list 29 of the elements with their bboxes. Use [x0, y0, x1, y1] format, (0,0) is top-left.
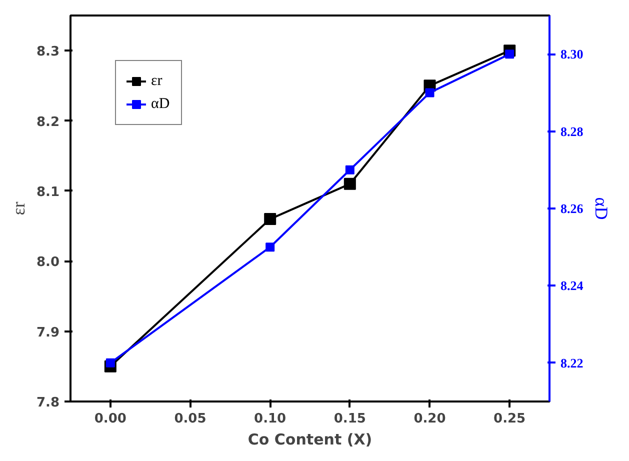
- point: [264, 213, 276, 226]
- point: [106, 358, 115, 368]
- y-tick-label: 8.0: [36, 255, 60, 270]
- y2-tick-label: 8.22: [560, 355, 584, 370]
- legend-label: εr: [151, 72, 164, 90]
- x-tick-label: 0.05: [174, 412, 206, 426]
- y-tick-label: 7.8: [36, 396, 60, 410]
- legend-label: αD: [151, 96, 171, 112]
- y-axis-title: εr: [8, 202, 28, 216]
- y2-tick-label: 8.30: [560, 46, 584, 62]
- y-tick-label: 8.1: [36, 184, 60, 200]
- point: [345, 165, 354, 174]
- point: [425, 88, 434, 98]
- y-tick-label: 8.2: [36, 114, 60, 130]
- x-tick-label: 0.15: [334, 412, 366, 426]
- y2-tick-label: 8.24: [560, 278, 584, 294]
- x-tick-label: 0.10: [254, 412, 286, 426]
- x-tick-label: 0.25: [494, 412, 526, 426]
- x-tick-label: 0.20: [414, 412, 446, 426]
- point: [344, 178, 356, 190]
- y-tick-label: 8.3: [36, 44, 60, 60]
- y2-axis-title: αD: [591, 197, 612, 220]
- y2-tick-label: 8.26: [560, 201, 584, 216]
- y2-tick-label: 8.28: [560, 124, 584, 139]
- x-tick-label: 0.00: [94, 412, 126, 426]
- point: [266, 242, 275, 252]
- y-tick-label: 7.9: [36, 325, 60, 340]
- x-axis-title: Co Content (X): [248, 430, 372, 448]
- point: [505, 50, 514, 59]
